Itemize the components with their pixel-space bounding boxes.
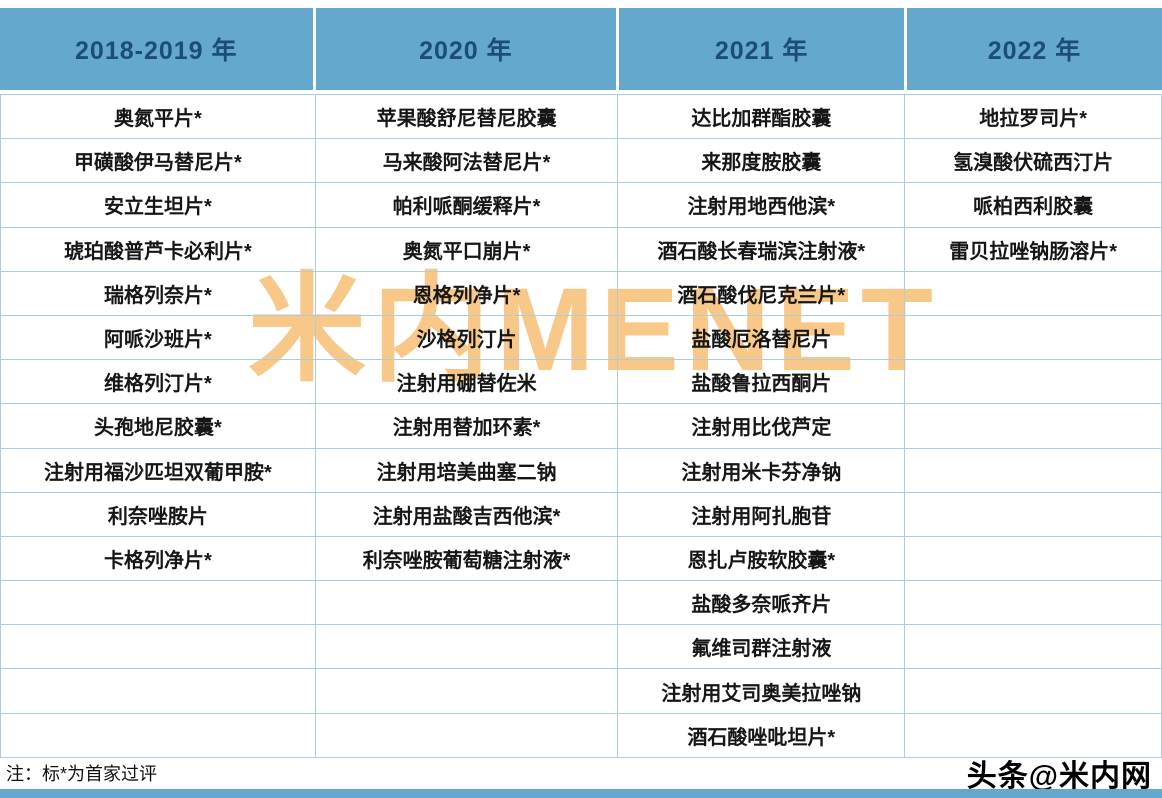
drug-cell: 雷贝拉唑钠肠溶片* [905,227,1162,272]
bottom-bar [0,789,1162,798]
drug-cell: 利奈唑胺葡萄糖注射液* [315,536,619,582]
empty-cell [905,360,1162,405]
drug-cell: 沙格列汀片 [315,315,619,361]
drug-cell: 注射用比伐芦定 [618,404,906,449]
empty-cell [905,625,1162,670]
drug-cell: 盐酸鲁拉西酮片 [618,360,906,405]
drug-cell: 奥氮平片* [1,95,316,140]
drug-cell: 酒石酸唑吡坦片* [618,713,906,758]
drug-cell: 酒石酸长春瑞滨注射液* [618,227,906,272]
drug-cell: 氢溴酸伏硫西汀片 [905,139,1162,184]
drug-cell: 盐酸厄洛替尼片 [618,315,906,361]
empty-cell [905,448,1162,493]
empty-cell [905,536,1162,582]
drug-cell: 来那度胺胶囊 [618,139,906,184]
empty-cell [905,669,1162,714]
drug-cell: 维格列汀片* [1,360,316,405]
table-header-row: 2018-2019 年 2020 年 2021 年 2022 年 [0,8,1162,90]
empty-cell [905,713,1162,758]
empty-cell [905,492,1162,537]
footer-brand: 头条@米内网 [966,759,1152,793]
drug-cell: 苹果酸舒尼替尼胶囊 [315,95,619,140]
drug-cell: 甲磺酸伊马替尼片* [1,139,316,184]
column-header: 2018-2019 年 [0,8,313,90]
drug-cell: 达比加群酯胶囊 [618,95,906,140]
drug-cell: 注射用福沙匹坦双葡甲胺* [1,448,316,493]
drug-cell: 安立生坦片* [1,183,316,228]
drug-cell: 注射用硼替佐米 [315,360,619,405]
drug-cell: 氟维司群注射液 [618,625,906,670]
drug-cell: 注射用地西他滨* [618,183,906,228]
empty-cell [1,669,316,714]
empty-cell [1,625,316,670]
drug-cell: 注射用培美曲塞二钠 [315,448,619,493]
drug-cell: 瑞格列奈片* [1,271,316,316]
drug-cell: 头孢地尼胶囊* [1,404,316,449]
empty-cell [315,669,619,714]
empty-cell [905,315,1162,361]
drug-cell: 哌柏西利胶囊 [905,183,1162,228]
approval-table: 米内MENET 2018-2019 年 2020 年 2021 年 2022 年 奥氮… [0,8,1162,758]
drug-cell: 阿哌沙班片* [1,315,316,361]
empty-cell [1,713,316,758]
drug-cell: 利奈唑胺片 [1,492,316,537]
footer: 注：标*为首家过评 头条@米内网 [0,756,1162,793]
table-body: 奥氮平片* 苹果酸舒尼替尼胶囊 达比加群酯胶囊 地拉罗司片* 甲磺酸伊马替尼片* 马来酸阿… [0,94,1162,758]
empty-cell [315,581,619,626]
empty-cell [315,713,619,758]
empty-cell [315,625,619,670]
drug-cell: 盐酸多奈哌齐片 [618,581,906,626]
drug-cell: 地拉罗司片* [905,95,1162,140]
column-header: 2022 年 [906,8,1162,90]
drug-cell: 注射用米卡芬净钠 [618,448,906,493]
drug-cell: 恩格列净片* [315,271,619,316]
empty-cell [905,404,1162,449]
drug-cell: 注射用替加环素* [315,404,619,449]
drug-cell: 琥珀酸普芦卡必利片* [1,227,316,272]
empty-cell [905,271,1162,316]
drug-cell: 注射用盐酸吉西他滨* [315,492,619,537]
drug-cell: 马来酸阿法替尼片* [315,139,619,184]
drug-cell: 注射用艾司奥美拉唑钠 [618,669,906,714]
drug-cell: 卡格列净片* [1,536,316,582]
empty-cell [905,581,1162,626]
column-header: 2020 年 [315,8,617,90]
empty-cell [1,581,316,626]
drug-cell: 恩扎卢胺软胶囊* [618,536,906,582]
drug-cell: 帕利哌酮缓释片* [315,183,619,228]
column-header: 2021 年 [619,8,904,90]
footnote: 注：标*为首家过评 [6,763,158,784]
drug-cell: 奥氮平口崩片* [315,227,619,272]
drug-cell: 注射用阿扎胞苷 [618,492,906,537]
drug-cell: 酒石酸伐尼克兰片* [618,271,906,316]
